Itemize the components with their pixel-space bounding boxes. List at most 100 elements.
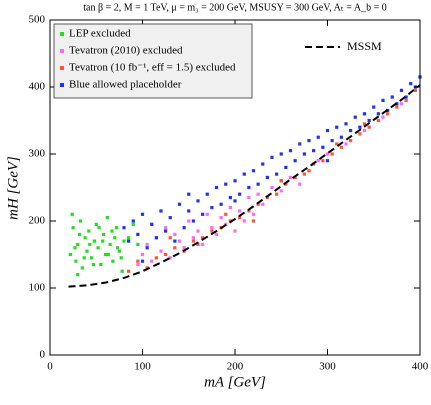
scatter-point [381,115,385,119]
scatter-point [344,142,348,146]
y-tick-label: 0 [40,349,46,361]
scatter-point [307,139,311,143]
x-tick-label: 200 [227,361,244,373]
scatter-point [316,135,320,139]
scatter-point [196,242,200,247]
scatter-point [358,132,362,136]
scatter-point [256,192,260,196]
scatter-point [205,212,209,216]
legend-label: MSSM [347,39,382,53]
scatter-point [83,236,87,240]
scatter-point [413,88,417,92]
scatter-point [182,226,186,230]
scatter-point [284,165,288,169]
scatter-point [395,102,399,106]
scatter-point [145,242,149,247]
scatter-point [251,212,256,216]
scatter-point [325,159,330,163]
scatter-point [362,128,367,133]
scatter-point [136,259,140,263]
y-tick-label: 400 [29,81,46,93]
chart-title: tan β = 2, M = 1 TeV, μ = m₃ = 200 GeV, … [83,2,386,13]
scatter-point [92,239,96,243]
scatter-point [335,125,339,129]
x-tick-label: 0 [47,361,53,373]
scatter-point [76,273,80,277]
scatter-point [88,242,92,247]
legend-label: Tevatron (10 fb⁻¹, eff = 1.5) excluded [69,62,236,74]
scatter-point [196,199,200,203]
scatter-point [349,139,353,143]
scatter-point [111,259,115,263]
scatter-point [117,249,121,253]
scatter-point [386,112,390,116]
scatter-point [210,229,214,233]
scatter-point [367,118,371,123]
scatter-point [154,256,158,260]
scatter-point [74,259,78,263]
scatter-point [395,105,399,109]
scatter-point [270,185,274,190]
y-tick-label: 200 [29,215,46,227]
scatter-point [358,125,362,129]
scatter-point [228,195,232,200]
scatter-point [76,242,80,247]
y-tick-label: 300 [29,148,46,160]
scatter-point [168,236,172,240]
scatter-point [238,209,242,213]
scatter-point [275,192,279,196]
scatter-point [228,206,232,210]
scatter-point [164,226,168,230]
mssm-line [68,84,421,288]
scatter-point [131,219,135,223]
scatter-point [205,192,209,196]
scatter-point [251,219,256,223]
scatter-point [302,152,306,156]
scatter-point [105,216,109,220]
scatter-point [168,216,172,220]
scatter-point [154,236,158,240]
scatter-point [214,185,219,190]
scatter-point [119,256,123,260]
scatter-point [219,216,223,220]
scatter-point [82,256,86,260]
scatter-point [279,189,283,193]
scatter-point [224,182,228,186]
scatter-point [339,135,343,139]
scatter-point [136,232,140,236]
scatter-point [103,252,108,257]
legend-label: Blue allowed placeholder [69,79,182,91]
scatter-point [127,239,131,243]
scatter-point [94,222,98,226]
scatter-point [376,118,380,123]
scatter-point [261,162,265,166]
scatter-point [233,199,237,203]
x-axis-label: mA [GeV] [204,374,266,390]
scatter-point [362,122,367,126]
scatter-point [106,252,110,257]
scatter-point [173,232,177,236]
scatter-point [140,259,145,263]
y-axis-label: mH [GeV] [5,156,21,220]
scatter-point [376,112,380,116]
scatter-point [73,246,77,250]
legend-label: LEP excluded [69,28,131,40]
scatter-point [182,246,186,250]
scatter-point [349,128,353,133]
scatter-point [307,169,311,173]
scatter-point [78,232,82,236]
scatter-point [247,209,251,213]
scatter-point [70,212,74,216]
scatter-point [187,209,191,213]
scatter-point [251,169,256,173]
scatter-point [99,262,103,267]
scatter-point [325,128,330,133]
scatter-point [247,195,251,200]
scatter-point [122,226,126,230]
scatter-point [191,239,195,243]
scatter-point [367,125,371,129]
scatter-point [115,246,120,250]
scatter-point [399,88,404,92]
scatter-point [136,262,140,267]
